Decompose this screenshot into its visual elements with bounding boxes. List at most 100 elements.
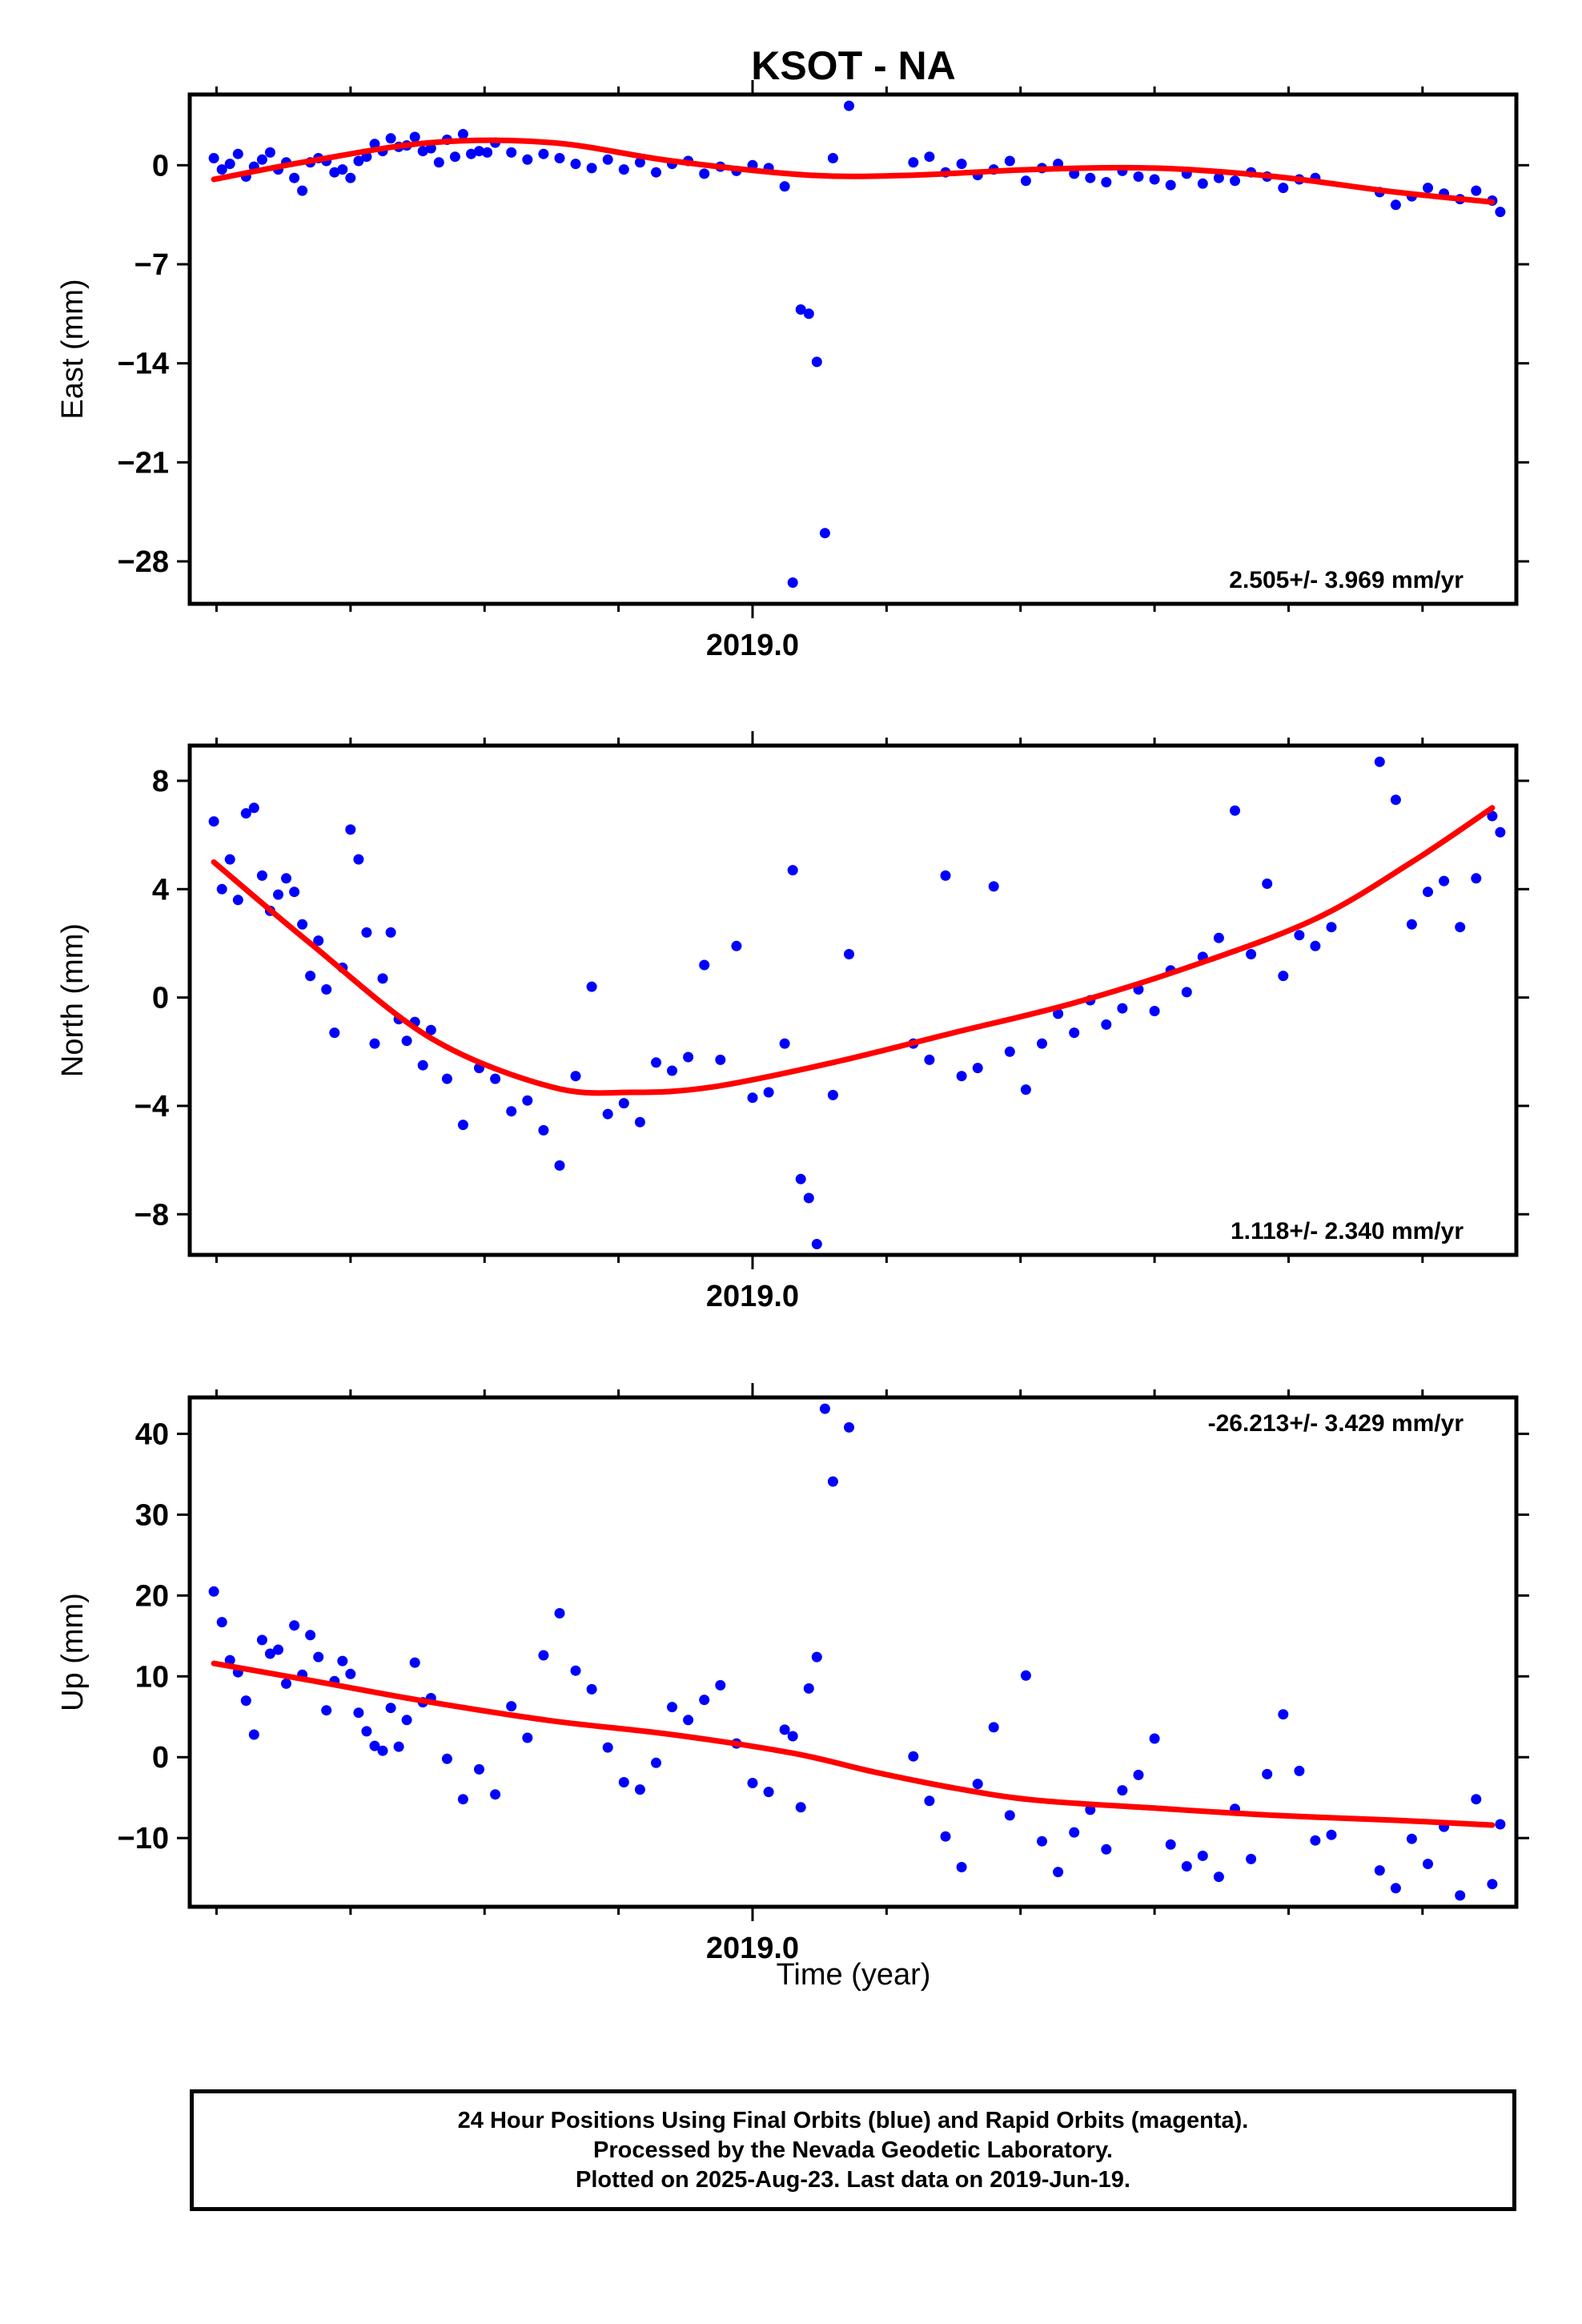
data-point [1471,185,1482,196]
data-point [803,1683,814,1694]
data-point [683,1051,694,1063]
data-point [1085,172,1096,183]
data-point [956,1071,967,1082]
data-point [506,1701,517,1712]
data-point [699,168,710,179]
data-point [1487,810,1498,822]
data-point [1037,1038,1047,1049]
east-trend-line [211,137,1496,205]
data-point [297,185,308,196]
data-point [377,973,388,984]
data-point [972,1063,983,1074]
data-point [289,1620,300,1631]
data-point [795,304,806,315]
data-point [924,1054,935,1065]
data-point [1246,949,1257,959]
y-tick-label: 20 [135,1579,169,1613]
data-point [787,1731,798,1742]
data-point [1495,1819,1506,1830]
data-point [779,1038,790,1049]
data-point [1133,171,1144,182]
data-point [988,881,999,892]
data-point [1455,1890,1466,1901]
data-point [731,940,742,951]
data-point [361,1726,372,1737]
data-point [385,1703,396,1714]
panel-east: 0 −7 −14 −21 −28 2019.0 East (mm) 2.505+/- 3.96… [56,80,1529,662]
data-point [433,157,444,168]
data-point [224,159,235,170]
north-points [208,756,1506,1249]
data-point [522,154,533,165]
data-point [1053,1008,1064,1019]
y-tick-label: 0 [152,1741,169,1775]
data-point [1230,805,1240,816]
y-tick-label: 10 [135,1660,169,1694]
data-point [1423,183,1433,194]
up-points [208,1403,1506,1901]
data-point [1246,1853,1257,1864]
data-point [618,1777,629,1787]
data-point [1326,1829,1337,1840]
data-point [522,1732,533,1743]
data-point [281,873,291,884]
data-point [256,1634,267,1646]
data-point [224,854,235,865]
data-point [586,981,597,992]
data-point [956,1862,967,1872]
data-point [570,1071,581,1082]
data-point [240,1695,251,1707]
y-tick-label: 30 [135,1498,169,1532]
data-point [474,146,484,157]
east-y-axis-label: East (mm) [56,279,90,419]
data-point [787,865,798,876]
data-point [554,1160,565,1171]
up-trend-line [211,1660,1496,1828]
data-point [240,808,251,819]
data-point [1471,873,1482,884]
north-plot-frame [187,743,1519,1257]
data-point [795,1802,806,1813]
data-point [1053,1867,1064,1878]
data-point [1117,1785,1128,1796]
data-point [321,1705,332,1716]
y-tick-label: 4 [152,873,169,907]
data-point [1213,1872,1224,1883]
up-x-tick-label: 2019.0 [706,1932,799,1965]
data-point [1101,177,1112,187]
data-point [224,1655,235,1666]
data-point [1310,1835,1321,1846]
data-point [779,1724,790,1735]
data-point [1133,1769,1144,1780]
data-point [208,1586,219,1597]
data-point [449,151,460,163]
data-point [321,984,332,995]
data-point [409,131,420,143]
data-point [1278,971,1289,982]
data-point [634,157,645,168]
data-point [787,577,798,588]
data-point [506,1106,517,1117]
data-point [264,147,275,158]
data-point [844,1421,854,1433]
data-point [369,139,380,150]
data-point [586,1683,597,1695]
data-point [1149,1006,1160,1016]
data-point [216,164,227,175]
data-point [1439,875,1450,887]
data-point [844,949,854,959]
data-point [554,1608,565,1618]
data-point [256,154,267,165]
data-point [256,870,267,881]
data-point [924,151,935,163]
up-velocity-label: -26.213+/- 3.429 mm/yr [1208,1410,1464,1437]
data-point [586,163,597,174]
data-point [337,164,348,175]
data-point [811,1239,822,1249]
data-point [1101,1019,1112,1030]
data-point [216,883,227,895]
data-point [1197,1850,1208,1861]
data-point [956,159,967,170]
data-point [844,100,854,111]
data-point [538,1650,549,1661]
